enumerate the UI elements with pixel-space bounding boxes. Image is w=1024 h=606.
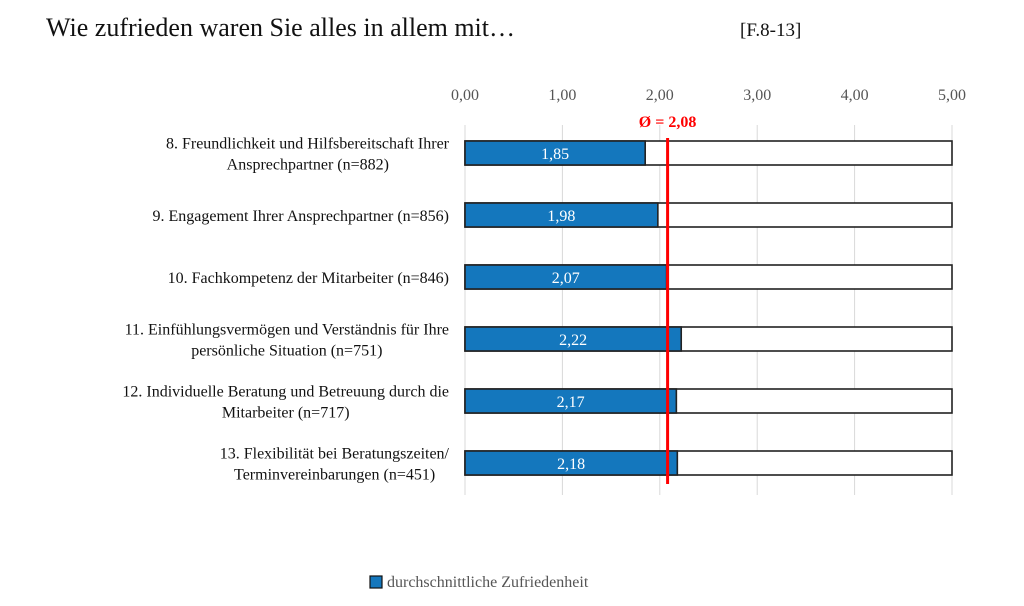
bar xyxy=(464,264,668,290)
reference-line-group: Ø = 2,08 xyxy=(639,114,697,484)
category-label: persönliche Situation (n=751) xyxy=(191,343,382,360)
x-axis-ticks: 0,00 1,00 2,00 3,00 4,00 5,00 xyxy=(451,87,966,104)
reference-line-label: Ø = 2,08 xyxy=(639,114,697,131)
category-label: 11. Einfühlungsvermögen und Verständnis … xyxy=(125,322,449,339)
category-label: 12. Individuelle Beratung und Betreuung … xyxy=(122,384,449,401)
legend: durchschnittliche Zufriedenheit xyxy=(369,574,589,591)
bar xyxy=(464,140,646,166)
x-tick-label: 4,00 xyxy=(841,87,869,104)
category-label: 9. Engagement Ihrer Ansprechpartner (n=8… xyxy=(153,208,449,225)
gridlines xyxy=(464,125,953,495)
category-label: Mitarbeiter (n=717) xyxy=(222,405,350,422)
category-labels: 8. Freundlichkeit und Hilfsbereitschaft … xyxy=(122,136,449,484)
category-label: 8. Freundlichkeit und Hilfsbereitschaft … xyxy=(166,136,450,153)
category-label: 13. Flexibilität bei Beratungszeiten/ xyxy=(220,446,450,463)
data-label: 1,85 xyxy=(541,146,569,163)
category-label: 10. Fachkompetenz der Mitarbeiter (n=846… xyxy=(168,270,449,287)
x-tick-label: 5,00 xyxy=(938,87,966,104)
bar xyxy=(464,388,678,414)
x-tick-label: 1,00 xyxy=(548,87,576,104)
data-label: 2,22 xyxy=(559,332,587,349)
chart-title-suffix: [F.8-13] xyxy=(740,20,801,41)
chart-title: Wie zufrieden waren Sie alles in allem m… xyxy=(46,13,515,42)
category-label: Ansprechpartner (n=882) xyxy=(227,157,389,174)
legend-swatch xyxy=(369,575,383,589)
bar xyxy=(464,326,683,352)
data-label: 2,07 xyxy=(552,270,580,287)
bar xyxy=(464,450,679,476)
data-label: 2,17 xyxy=(557,394,585,411)
x-tick-label: 2,00 xyxy=(646,87,674,104)
bar xyxy=(464,202,659,228)
data-label: 2,18 xyxy=(557,456,585,473)
bars: 1,85 1,98 2,07 2,22 2,17 2,18 xyxy=(464,140,953,476)
data-label: 1,98 xyxy=(547,208,575,225)
x-tick-label: 0,00 xyxy=(451,87,479,104)
category-label: Terminvereinbarungen (n=451) xyxy=(234,467,435,484)
x-tick-label: 3,00 xyxy=(743,87,771,104)
legend-label: durchschnittliche Zufriedenheit xyxy=(387,574,589,591)
